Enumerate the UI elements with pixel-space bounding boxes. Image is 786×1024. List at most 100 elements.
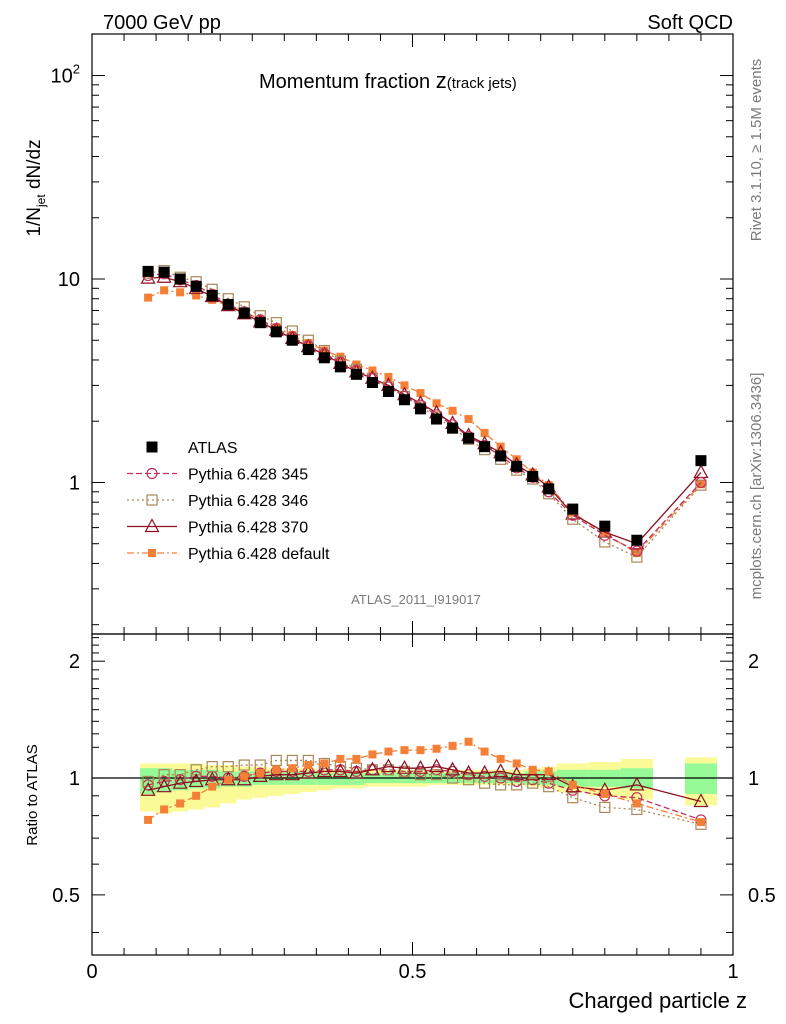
ratio-point [336,754,345,763]
data-point [512,455,521,464]
data-point [631,551,643,563]
rivet-info-text: Rivet 3.1.10, ≥ 1.5M events [748,59,765,242]
ratio-point [270,754,282,767]
ratio-point [496,754,505,763]
header-left-text: 7000 GeV pp [103,12,221,34]
data-point [695,479,707,491]
ratio-point [396,759,412,774]
ratio-point [446,772,459,784]
x-tick-label: 0.5 [399,961,427,983]
y-tick-label-top-exp: 2 [73,62,80,77]
data-point [302,344,314,356]
y-tick-label: 10 [58,269,80,291]
ratio-tick-label-right: 2 [748,651,759,673]
data-point [144,293,153,302]
ratio-series-group [140,737,709,830]
data-point [382,385,394,397]
ratio-point [384,747,393,756]
legend-label: Pythia 6.428 346 [188,493,308,510]
data-point [416,389,425,398]
ratio-point [272,765,281,774]
ratio-tick-label-right: 0.5 [748,885,776,907]
ratio-point [432,744,441,753]
y-tick-label-top-base: 10 [51,66,73,88]
data-point [567,503,579,515]
main-y-axis-label: 1/Njet dN/dz [24,139,48,236]
legend-entry: Pythia 6.428 370 [127,518,308,537]
ratio-point [696,818,705,827]
ratio-tick-label-right: 1 [748,768,759,790]
data-point [190,280,202,292]
legend-entry: Pythia 6.428 345 [127,467,308,484]
x-tick-label: 0 [86,961,97,983]
legend-marker [144,518,160,533]
ratio-point [254,767,266,779]
ratio-point [599,801,611,814]
ratio-point [320,759,329,768]
ratio-point [380,758,396,773]
ratio-point [527,777,539,789]
legend-label: Pythia 6.428 345 [188,467,308,484]
legend-marker [146,441,158,453]
data-point [350,368,362,380]
ratio-point [567,792,579,804]
legend-label: ATLAS [188,440,238,457]
ratio-point [429,758,445,773]
legend-marker [146,467,158,480]
ratio-point [445,761,461,776]
analysis-id-label: ATLAS_2011_I919017 [351,592,481,607]
ratio-point [528,765,537,774]
data-point [431,413,443,425]
data-point [140,269,156,284]
ratio-point [240,772,249,781]
band-inner-rect [332,773,349,785]
data-point [334,361,346,373]
legend-entry: Pythia 6.428 346 [127,493,308,510]
data-point [206,289,218,301]
legend-label: Pythia 6.428 default [188,546,330,563]
ratio-point [414,769,427,781]
ratio-point [142,775,154,788]
data-point [270,326,282,338]
ratio-point [208,782,217,791]
data-point [174,273,186,285]
ratio-tick-label-left: 0.5 [52,885,80,907]
legend: ATLAS Pythia 6.428 345 Pythia 6.428 346 Pyt… [127,440,330,563]
series-line [147,269,702,558]
ratio-point [256,769,265,778]
main-series-group [140,264,709,563]
ratio-point [304,761,313,770]
ratio-point [462,774,475,786]
ratio-point [512,759,521,768]
ratio-point [464,737,473,746]
data-point [447,422,459,434]
data-point [222,298,234,310]
ratio-point [156,778,172,793]
data-point [543,483,555,495]
ratio-point [144,815,153,824]
chart-title-main: Momentum fraction [259,71,436,93]
ratio-tick-label-left: 1 [69,768,80,790]
ratio-point [238,759,250,771]
x-tick-label: 1 [727,961,738,983]
ratio-point [600,789,609,798]
ratio-point [629,776,645,791]
data-point [631,545,643,557]
series [144,286,705,558]
mcplots-info-text: mcplots.cern.ch [arXiv:1306.3436] [748,373,765,600]
y-tick-label: 1 [69,472,80,494]
data-point [511,460,523,472]
y-tick-label-top: 102 [51,62,80,88]
data-point [600,529,609,538]
data-point [254,317,266,329]
axes-frame [91,33,734,956]
data-point [398,394,410,406]
ratio-point [332,763,348,778]
ratio-point [284,766,300,781]
legend-marker [146,494,158,506]
ratio-point [316,763,332,778]
data-point [400,381,409,390]
data-point [693,464,709,479]
band-inner-rect [348,773,365,785]
